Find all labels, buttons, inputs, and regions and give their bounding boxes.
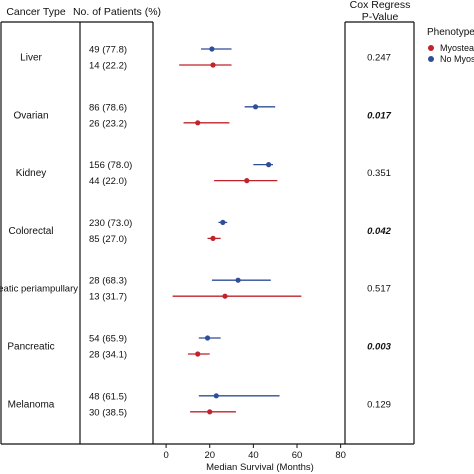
cancer-type-label: Kidney: [16, 168, 47, 179]
forest-row: Ovarian 86 (78.6) 26 (23.2) 0.017: [13, 102, 391, 129]
pvalue-label: 0.351: [367, 168, 391, 179]
legend-marker-myosteatosis: [428, 45, 434, 51]
legend-title: Phenotype: [427, 27, 474, 38]
forest-row: Kidney 156 (78.0) 44 (22.0) 0.351: [16, 160, 391, 187]
legend: Phenotype Myosteatosis No Myosteatosis: [427, 27, 474, 64]
median-point-myosteatosis: [195, 351, 201, 357]
forest-row: Liver 49 (77.8) 14 (22.2) 0.247: [20, 45, 391, 72]
header-cancer-type: Cancer Type: [6, 6, 65, 18]
patients-no-myosteatosis: 230 (73.0): [89, 218, 132, 229]
x-axis: 0 20 40 60 80: [163, 444, 346, 461]
median-point-no-myosteatosis: [209, 46, 215, 52]
cancer-type-label: Melanoma: [8, 399, 55, 410]
x-tick-label: 20: [204, 450, 215, 461]
legend-label-no-myosteatosis: No Myosteatosis: [440, 54, 474, 64]
median-point-myosteatosis: [207, 409, 213, 415]
pvalue-label: 0.003: [367, 342, 391, 353]
forest-row: Pancreatic periampullary 28 (68.3) 13 (31.…: [0, 276, 391, 303]
cancer-type-label: Pancreatic periampullary: [0, 284, 78, 295]
median-point-no-myosteatosis: [235, 277, 241, 283]
patients-myosteatosis: 14 (22.2): [89, 61, 127, 72]
cancer-type-label: Ovarian: [13, 110, 48, 121]
patients-no-myosteatosis: 86 (78.6): [89, 102, 127, 113]
median-point-no-myosteatosis: [266, 162, 272, 168]
patients-no-myosteatosis: 54 (65.9): [89, 334, 127, 345]
pvalue-label: 0.129: [367, 399, 391, 410]
forest-row: Melanoma 48 (61.5) 30 (38.5) 0.129: [8, 391, 391, 418]
pvalue-label: 0.042: [367, 226, 391, 237]
patients-no-myosteatosis: 28 (68.3): [89, 276, 127, 287]
header-pvalue-line2: P-Value: [362, 11, 399, 23]
median-point-no-myosteatosis: [204, 335, 211, 341]
median-point-no-myosteatosis: [220, 219, 226, 225]
median-point-myosteatosis: [244, 178, 250, 184]
legend-marker-no-myosteatosis: [428, 56, 434, 62]
patients-myosteatosis: 13 (31.7): [89, 292, 127, 303]
median-point-no-myosteatosis: [213, 393, 219, 399]
median-point-myosteatosis: [210, 235, 216, 241]
forest-rows: Liver 49 (77.8) 14 (22.2) 0.247 Ovarian 86 (7…: [0, 45, 392, 419]
patients-myosteatosis: 44 (22.0): [89, 176, 127, 187]
patients-myosteatosis: 26 (23.2): [89, 118, 127, 129]
median-point-myosteatosis: [195, 120, 201, 126]
pvalue-label: 0.517: [367, 284, 391, 295]
patients-myosteatosis: 30 (38.5): [89, 407, 127, 418]
x-tick-label: 0: [163, 450, 168, 461]
median-point-myosteatosis: [222, 293, 228, 299]
patients-no-myosteatosis: 49 (77.8): [89, 45, 127, 56]
x-tick-label: 60: [292, 450, 303, 461]
patients-no-myosteatosis: 156 (78.0): [89, 160, 132, 171]
header-pvalue-line1: Cox Regress: [350, 0, 411, 11]
pvalue-label: 0.017: [367, 110, 391, 121]
median-point-myosteatosis: [210, 62, 216, 68]
median-point-no-myosteatosis: [252, 104, 259, 110]
x-tick-label: 40: [248, 450, 259, 461]
cancer-type-label: Liver: [20, 53, 42, 64]
x-axis-label: Median Survival (Months): [206, 462, 314, 473]
x-tick-label: 80: [335, 450, 346, 461]
patients-myosteatosis: 28 (34.1): [89, 350, 127, 361]
forest-row: Colorectal 230 (73.0) 85 (27.0) 0.042: [8, 218, 391, 245]
cancer-type-label: Pancreatic: [7, 342, 54, 353]
cancer-type-label: Colorectal: [8, 226, 53, 237]
pvalue-label: 0.247: [367, 53, 391, 64]
header-patients: No. of Patients (%): [73, 6, 161, 18]
patients-myosteatosis: 85 (27.0): [89, 234, 127, 245]
legend-label-myosteatosis: Myosteatosis: [440, 43, 474, 53]
forest-row: Pancreatic 54 (65.9) 28 (34.1) 0.003: [7, 334, 391, 361]
patients-no-myosteatosis: 48 (61.5): [89, 391, 127, 402]
